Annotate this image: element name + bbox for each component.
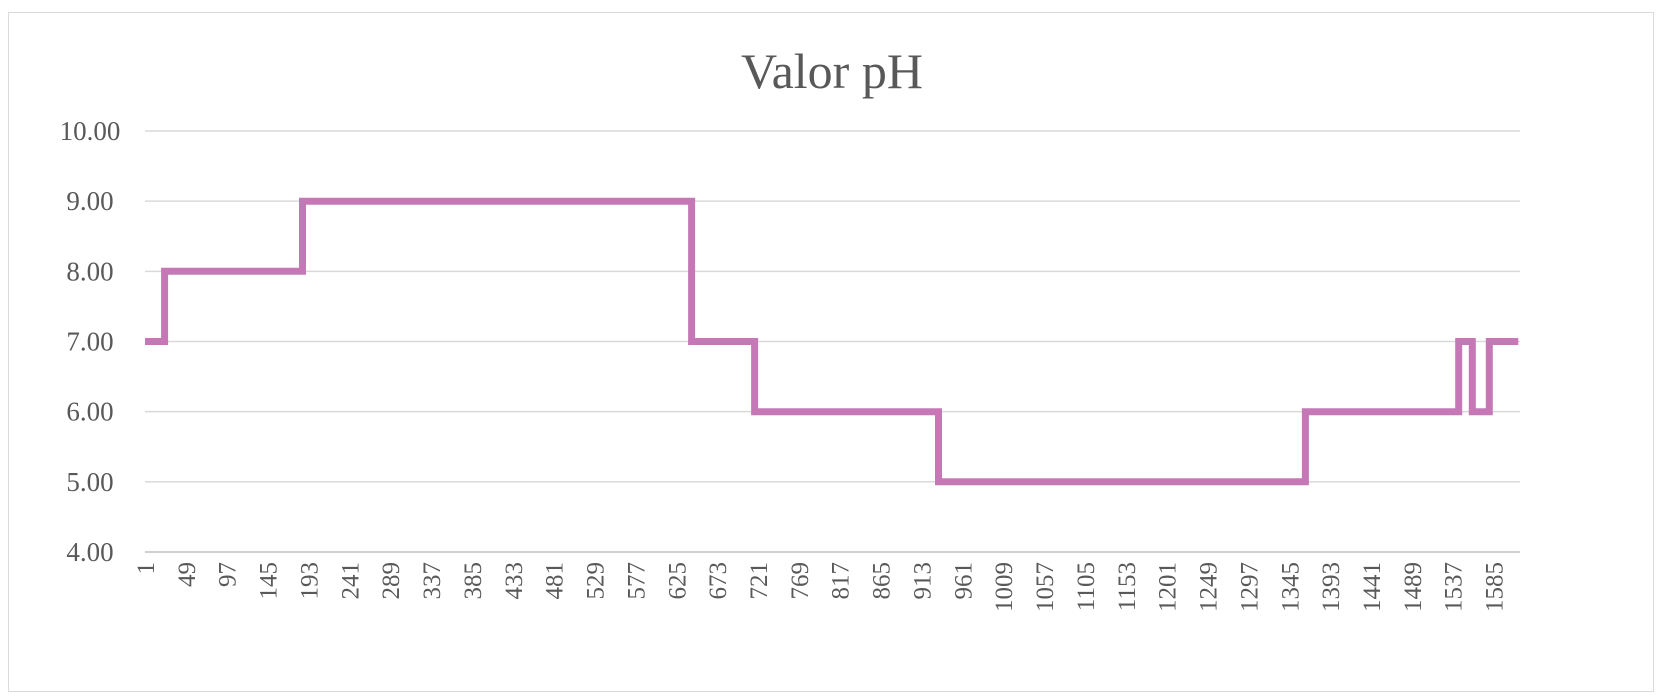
x-tick-label: 817	[828, 562, 855, 600]
x-tick-label: 49	[174, 562, 201, 587]
x-tick-label: 673	[705, 562, 732, 600]
x-tick-label: 625	[664, 562, 691, 600]
y-tick-label: 6.00	[66, 397, 113, 427]
gridlines	[145, 130, 1520, 483]
x-tick-label: 97	[215, 562, 242, 587]
x-tick-label: 1489	[1400, 562, 1427, 612]
x-tick-label: 1057	[1032, 562, 1059, 612]
x-tick-label: 1393	[1318, 562, 1345, 612]
x-tick-label: 241	[337, 562, 364, 600]
x-tick-label: 865	[869, 562, 896, 600]
x-tick-label: 577	[623, 562, 650, 600]
x-tick-label: 1345	[1277, 562, 1304, 612]
x-tick-label: 721	[746, 562, 773, 600]
y-tick-label: 7.00	[66, 327, 113, 357]
x-tick-label: 961	[950, 562, 977, 600]
x-tick-label: 1105	[1073, 562, 1100, 611]
x-tick-label: 1153	[1114, 562, 1141, 611]
series-line-ph	[145, 197, 1519, 486]
y-tick-label: 10.00	[60, 116, 121, 146]
y-tick-label: 5.00	[66, 467, 113, 497]
x-tick-label: 145	[256, 562, 283, 600]
y-tick-label: 4.00	[66, 537, 113, 567]
x-tick-label: 1201	[1155, 562, 1182, 612]
chart-frame	[8, 12, 1654, 692]
y-tick-label: 9.00	[66, 186, 113, 216]
x-tick-label: 1441	[1359, 562, 1386, 612]
x-tick-label: 1249	[1196, 562, 1223, 612]
x-axis-tick-labels: 1 49 97 145 193 241 289 337 385 433 481 529 577 625 67…	[133, 562, 1509, 612]
x-tick-label: 1009	[991, 562, 1018, 612]
x-tick-label: 1	[133, 562, 160, 575]
x-tick-label: 913	[909, 562, 936, 600]
x-tick-label: 529	[583, 562, 610, 600]
x-tick-label: 193	[296, 562, 323, 600]
x-tick-label: 1537	[1441, 562, 1468, 612]
x-tick-label: 433	[501, 562, 528, 600]
y-axis-tick-labels: 4.00 5.00 6.00 7.00 8.00 9.00 10.00	[60, 116, 121, 567]
y-tick-label: 8.00	[66, 256, 113, 286]
x-tick-label: 769	[787, 562, 814, 600]
x-tick-label: 337	[419, 562, 446, 600]
x-tick-label: 481	[542, 562, 569, 600]
chart-title: Valor pH	[741, 43, 923, 99]
x-tick-label: 1297	[1236, 562, 1263, 612]
x-tick-label: 289	[378, 562, 405, 600]
x-tick-label: 385	[460, 562, 487, 600]
x-tick-label: 1585	[1482, 562, 1509, 612]
